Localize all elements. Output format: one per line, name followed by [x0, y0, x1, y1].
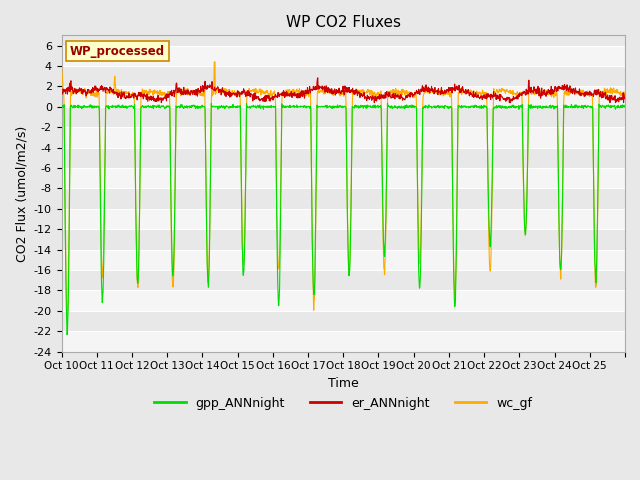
Text: WP_processed: WP_processed [70, 45, 165, 58]
Bar [61, 331, 625, 351]
Bar [61, 127, 625, 147]
Bar [61, 46, 625, 66]
Bar [61, 209, 625, 229]
Bar [61, 290, 625, 311]
Bar [61, 250, 625, 270]
Legend: gpp_ANNnight, er_ANNnight, wc_gf: gpp_ANNnight, er_ANNnight, wc_gf [150, 392, 537, 415]
Bar [61, 86, 625, 107]
Bar [61, 168, 625, 188]
Title: WP CO2 Fluxes: WP CO2 Fluxes [286, 15, 401, 30]
Y-axis label: CO2 Flux (umol/m2/s): CO2 Flux (umol/m2/s) [15, 125, 28, 262]
X-axis label: Time: Time [328, 377, 358, 390]
